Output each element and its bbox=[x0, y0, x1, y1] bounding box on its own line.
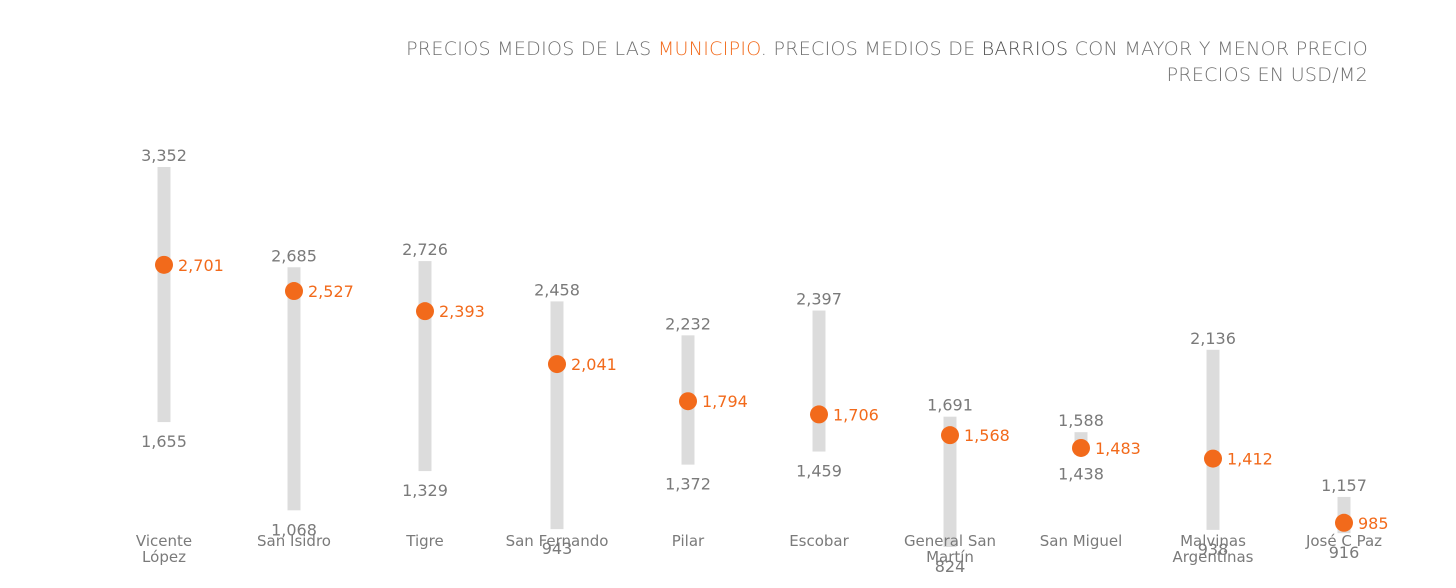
range-bar bbox=[418, 261, 432, 472]
min-value-label: 1,655 bbox=[141, 432, 187, 451]
average-dot bbox=[155, 255, 173, 274]
min-value-label: 943 bbox=[542, 539, 573, 558]
title-highlight-municipio: MUNICIPIO bbox=[657, 38, 761, 60]
category-label: General San bbox=[904, 532, 996, 550]
average-dot bbox=[416, 302, 434, 321]
min-value-label: 1,372 bbox=[665, 475, 711, 494]
average-dot bbox=[1335, 513, 1353, 532]
min-value-label: 1,329 bbox=[402, 481, 448, 500]
max-value-label: 1,157 bbox=[1321, 476, 1367, 495]
average-dot bbox=[941, 426, 959, 445]
avg-value-label: 2,393 bbox=[439, 302, 485, 321]
category-label: San Fernando bbox=[506, 532, 609, 550]
min-value-label: 916 bbox=[1329, 543, 1360, 562]
range-bar bbox=[287, 267, 301, 511]
title-part-2: . PRECIOS MEDIOS DE bbox=[760, 38, 982, 60]
average-dot bbox=[1072, 438, 1090, 457]
average-dot bbox=[548, 355, 566, 374]
max-value-label: 2,232 bbox=[665, 314, 711, 333]
average-dot bbox=[810, 405, 828, 424]
min-value-label: 1,068 bbox=[271, 520, 317, 539]
category-label: Pilar bbox=[672, 532, 705, 550]
category-label: Malvinas bbox=[1180, 532, 1246, 550]
min-value-label: 1,438 bbox=[1058, 465, 1104, 484]
avg-value-label: 2,527 bbox=[308, 282, 354, 301]
max-value-label: 2,726 bbox=[402, 240, 448, 259]
category-label: Tigre bbox=[405, 532, 443, 550]
avg-value-label: 1,412 bbox=[1227, 450, 1273, 469]
chart-subtitle: PRECIOS EN USD/M2 bbox=[1166, 64, 1368, 86]
range-bar bbox=[550, 301, 564, 530]
category-label: Argentinas bbox=[1173, 548, 1254, 566]
category-label: José C Paz bbox=[1305, 532, 1382, 550]
title-part-3: CON MAYOR Y MENOR PRECIO bbox=[1068, 38, 1368, 60]
max-value-label: 2,136 bbox=[1190, 329, 1236, 348]
title-highlight-barrios: BARRIOS bbox=[981, 38, 1069, 60]
avg-value-label: 985 bbox=[1358, 514, 1389, 533]
max-value-label: 2,458 bbox=[534, 280, 580, 299]
max-value-label: 1,691 bbox=[927, 396, 973, 415]
category-label: Escobar bbox=[789, 532, 849, 550]
category-label: San Isidro bbox=[257, 532, 331, 550]
category-label: López bbox=[142, 548, 186, 566]
avg-value-label: 1,706 bbox=[833, 405, 879, 424]
average-dot bbox=[679, 392, 697, 411]
min-value-label: 938 bbox=[1198, 540, 1229, 559]
avg-value-label: 1,794 bbox=[702, 392, 748, 411]
max-value-label: 1,588 bbox=[1058, 411, 1104, 430]
title-part-1: PRECIOS MEDIOS DE LAS bbox=[406, 38, 658, 60]
avg-value-label: 1,568 bbox=[964, 426, 1010, 445]
avg-value-label: 2,041 bbox=[571, 355, 617, 374]
range-bar bbox=[943, 416, 957, 547]
range-bar bbox=[1206, 349, 1220, 530]
category-label: San Miguel bbox=[1040, 532, 1123, 550]
max-value-label: 2,685 bbox=[271, 246, 317, 265]
range-bar bbox=[812, 310, 826, 452]
range-bar bbox=[157, 167, 171, 423]
category-label: Vicente bbox=[136, 532, 192, 550]
avg-value-label: 1,483 bbox=[1095, 439, 1141, 458]
min-value-label: 824 bbox=[935, 557, 966, 576]
avg-value-label: 2,701 bbox=[178, 256, 224, 275]
chart-title: PRECIOS MEDIOS DE LAS MUNICIPIO. PRECIOS… bbox=[406, 38, 1368, 60]
min-value-label: 1,459 bbox=[796, 462, 842, 481]
max-value-label: 3,352 bbox=[141, 146, 187, 165]
max-value-label: 2,397 bbox=[796, 290, 842, 309]
category-label: Martín bbox=[926, 548, 974, 566]
average-dot bbox=[1204, 449, 1222, 468]
average-dot bbox=[285, 282, 303, 301]
